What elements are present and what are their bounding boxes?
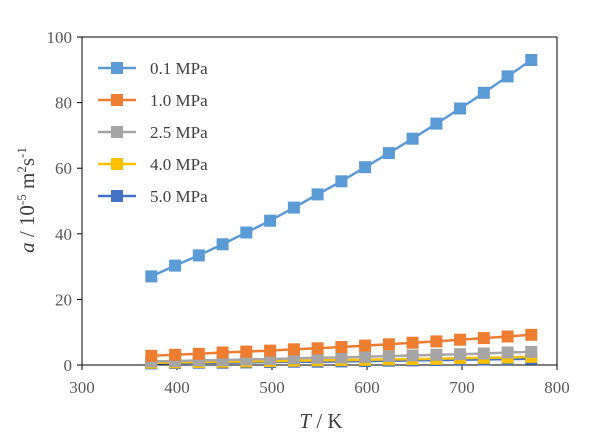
legend-label: 0.1 MPa: [150, 59, 208, 78]
data-point: [169, 348, 182, 361]
data-point: [264, 214, 277, 227]
data-point: [430, 117, 443, 130]
data-point: [216, 238, 229, 251]
data-point: [406, 132, 419, 145]
legend-label: 4.0 MPa: [150, 155, 208, 174]
data-point: [145, 270, 158, 283]
data-point: [501, 346, 514, 359]
series-line: [150, 58, 533, 278]
x-tick-label: 500: [259, 378, 285, 397]
axes: 300 400 500 600 700 800 0 20 40 60 80 100: [47, 28, 570, 397]
x-tick-label: 600: [354, 378, 380, 397]
data-point: [525, 328, 538, 341]
legend-label: 1.0 MPa: [150, 91, 208, 110]
legend-marker: [111, 158, 123, 170]
data-point: [406, 336, 419, 349]
data-point: [311, 351, 324, 364]
x-tick-label: 400: [164, 378, 190, 397]
legend-marker: [111, 126, 123, 138]
y-axis-title: a / 10-5 m2s-1: [14, 147, 39, 253]
data-point: [359, 350, 372, 363]
plot-area: [145, 54, 538, 370]
legend-item: 0.1 MPa: [98, 59, 208, 78]
legend-marker: [111, 94, 123, 106]
data-point: [477, 347, 490, 360]
data-point: [145, 349, 158, 362]
data-point: [216, 346, 229, 359]
data-point: [311, 188, 324, 201]
legend-marker: [111, 62, 123, 74]
data-point: [430, 348, 443, 361]
data-point: [477, 332, 490, 345]
data-point: [192, 249, 205, 262]
series-2: [145, 345, 538, 368]
data-point: [501, 330, 514, 343]
x-tick-label: 700: [449, 378, 475, 397]
data-point: [240, 226, 253, 239]
y-tick-label: 20: [55, 290, 72, 309]
y-tick-label: 100: [47, 28, 73, 47]
x-tick-label: 300: [69, 378, 95, 397]
data-point: [406, 349, 419, 362]
legend-marker: [111, 190, 123, 202]
legend-item: 1.0 MPa: [98, 91, 208, 110]
data-point: [287, 343, 300, 356]
y-tick-label: 0: [64, 356, 73, 375]
y-tick-label: 40: [55, 225, 72, 244]
y-tick-label: 80: [55, 94, 72, 113]
data-point: [525, 54, 538, 66]
series-1: [145, 328, 538, 362]
data-point: [192, 347, 205, 360]
legend-item: 4.0 MPa: [98, 155, 208, 174]
data-point: [501, 70, 514, 83]
data-point: [359, 161, 372, 174]
y-tick-label: 60: [55, 159, 72, 178]
data-point: [359, 339, 372, 352]
data-point: [382, 147, 395, 160]
data-point: [335, 351, 348, 364]
data-point: [454, 102, 467, 115]
data-point: [264, 344, 277, 357]
legend-label: 5.0 MPa: [150, 187, 208, 206]
data-point: [430, 335, 443, 348]
x-axis-title: T / K: [299, 409, 342, 433]
legend: 0.1 MPa 1.0 MPa 2.5 MPa 4.0 MPa 5.0 MPa: [98, 59, 208, 206]
data-point: [287, 201, 300, 214]
data-point: [287, 352, 300, 365]
data-point: [382, 338, 395, 351]
data-point: [382, 350, 395, 363]
data-point: [169, 259, 182, 272]
data-point: [525, 345, 538, 358]
legend-item: 5.0 MPa: [98, 187, 208, 206]
data-point: [477, 86, 490, 99]
legend-item: 2.5 MPa: [98, 123, 208, 142]
data-point: [454, 348, 467, 361]
data-point: [240, 345, 253, 358]
data-point: [454, 333, 467, 346]
legend-label: 2.5 MPa: [150, 123, 208, 142]
x-tick-label: 800: [544, 378, 570, 397]
data-point: [335, 341, 348, 353]
data-point: [311, 342, 324, 355]
data-point: [335, 175, 348, 188]
series-0: [145, 54, 538, 283]
